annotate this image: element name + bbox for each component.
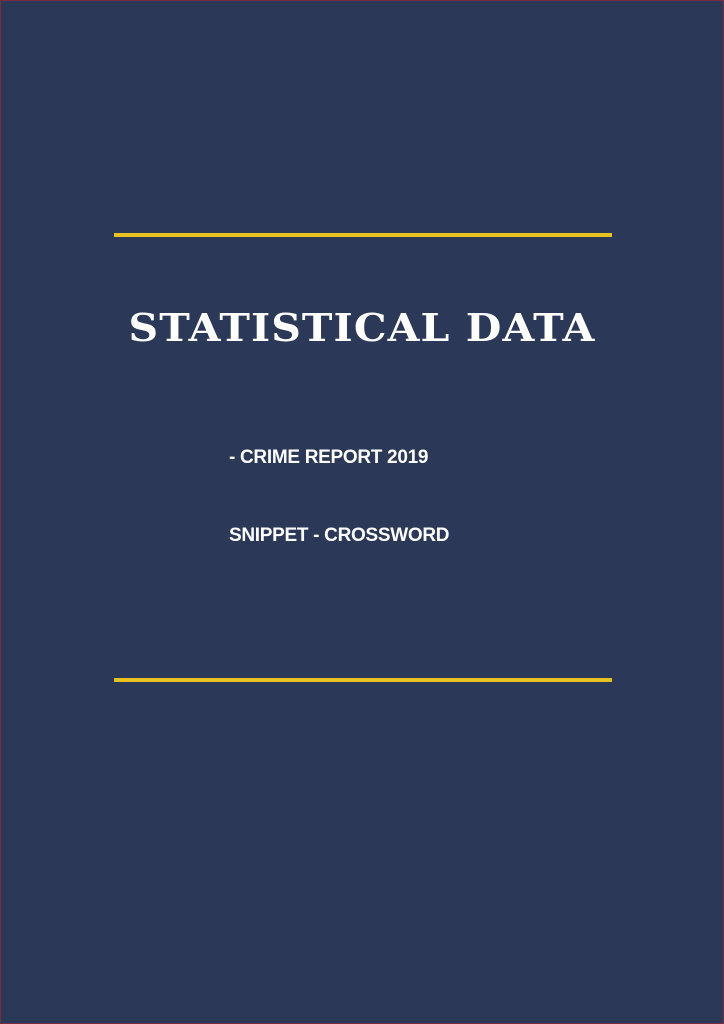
cover-subtitle-report: - CRIME REPORT 2019 — [229, 447, 429, 468]
bottom-accent-rule — [114, 678, 612, 682]
cover-subtitle-snippet: SNIPPET - CROSSWORD — [229, 525, 450, 546]
top-accent-rule — [114, 233, 612, 237]
cover-title: STATISTICAL DATA — [128, 305, 596, 350]
